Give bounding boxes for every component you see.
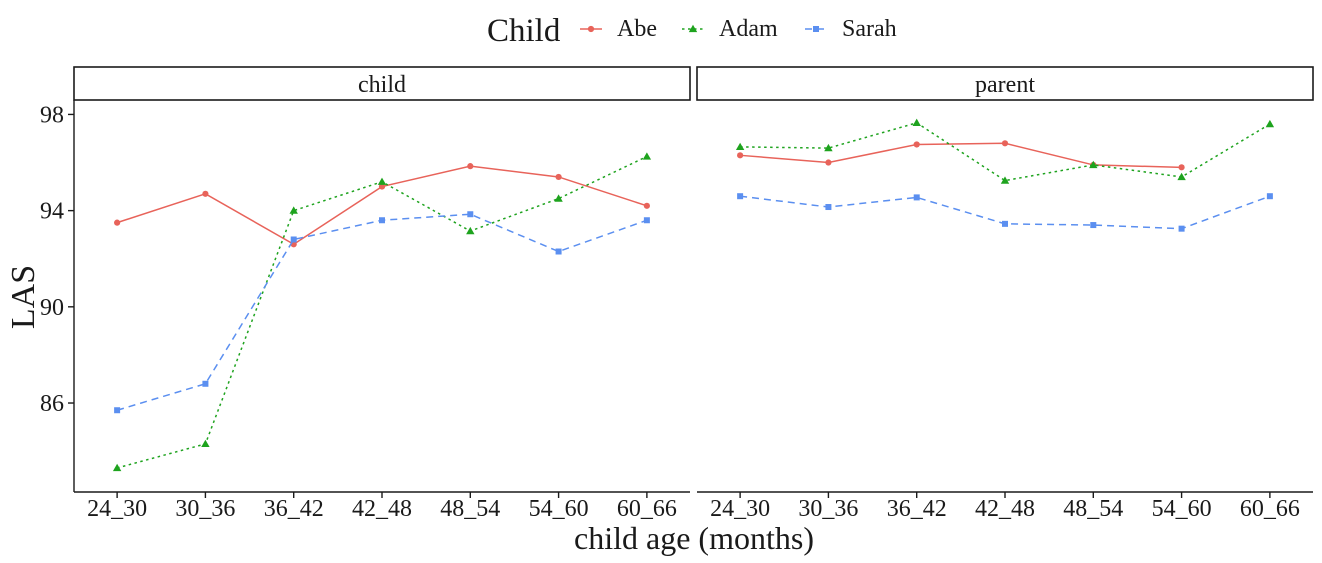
data-point-sarah [555,248,562,255]
data-point-sarah [114,407,121,414]
data-point-adam [112,463,122,472]
data-point-abe [378,183,386,190]
y-axis: 86 90 94 98 [40,100,75,492]
strip-child [73,66,691,101]
data-point-sarah [643,217,650,224]
data-point-adam [1000,176,1010,184]
x-tick-label: 36_42 [264,496,324,522]
data-point-adam [466,226,475,235]
data-point-sarah [467,211,474,218]
series-line-abe-parent [740,142,1182,169]
x-tick-label: 30_36 [175,496,235,522]
data-point-sarah [1178,225,1185,232]
facet-child: child [73,66,691,472]
series-line-adam-parent [740,122,1271,182]
panel-parent [735,118,1275,232]
legend-label-abe: Abe [617,16,657,42]
strip-parent [696,66,1314,101]
data-point-adam [1265,119,1275,128]
data-point-abe [643,202,650,209]
data-point-sarah [1266,193,1273,200]
x-tick-label: 24_30 [87,496,147,522]
legend-marker-sarah [813,26,819,32]
data-point-sarah [1090,222,1097,229]
x-axis-label: child age (months) [574,520,814,556]
legend-title: Child [487,13,561,49]
data-point-abe [467,163,474,170]
data-point-abe [1001,140,1009,147]
data-point-abe [202,190,209,197]
x-tick-label: 42_48 [975,496,1035,522]
data-point-adam [735,142,745,151]
data-point-abe [825,159,832,166]
data-point-sarah [825,204,832,211]
x-axis: 24_30 30_36 36_42 42_48 48_54 54_60 60_66 24_30… [74,491,1313,522]
y-tick-label: 90 [40,295,64,321]
x-tick-label: 48_54 [1063,496,1123,522]
legend: Child Abe Adam Sarah [487,13,897,49]
series-line-adam-child [116,155,648,469]
x-tick-label: 24_30 [710,496,770,522]
legend-items: Abe Adam Sarah [580,16,897,42]
strip-label-child: child [358,72,406,98]
data-point-adam [642,152,652,160]
x-tick-label: 30_36 [798,496,858,522]
legend-label-adam: Adam [719,16,778,42]
data-point-sarah [379,217,385,224]
x-tick-label: 48_54 [440,496,500,522]
data-point-sarah [737,193,744,200]
x-tick-label: 36_42 [887,496,947,522]
data-point-adam [1089,160,1098,169]
x-tick-label: 60_66 [1240,496,1300,522]
data-point-abe [555,173,562,181]
x-tick-label: 42_48 [352,496,412,522]
x-tick-label: 54_60 [529,496,589,522]
data-point-sarah [290,236,297,243]
data-point-adam [912,118,921,126]
series-line-sarah-child [116,213,648,411]
legend-marker-abe [587,25,595,33]
legend-label-sarah: Sarah [842,16,897,42]
facet-parent: parent [696,66,1314,232]
data-point-adam [377,177,387,185]
data-point-sarah [913,194,920,201]
y-tick-label: 98 [40,102,64,128]
data-point-adam [289,206,298,214]
x-tick-label: 54_60 [1152,496,1212,522]
data-point-abe [737,152,744,159]
data-point-abe [114,219,121,226]
data-point-sarah [202,380,209,387]
data-point-sarah [1002,220,1008,227]
data-point-adam [1177,172,1186,181]
y-tick-label: 86 [40,391,64,417]
strip-label-parent: parent [975,72,1035,98]
data-point-abe [1178,164,1185,171]
legend-marker-adam [688,24,698,33]
data-point-adam [554,194,563,202]
data-point-adam [824,143,833,152]
data-point-abe [913,141,920,148]
y-tick-label: 94 [40,199,64,225]
data-point-adam [201,439,210,448]
y-axis-label: LAS [5,265,42,329]
panel-child [112,152,652,472]
x-tick-label: 60_66 [617,496,677,522]
